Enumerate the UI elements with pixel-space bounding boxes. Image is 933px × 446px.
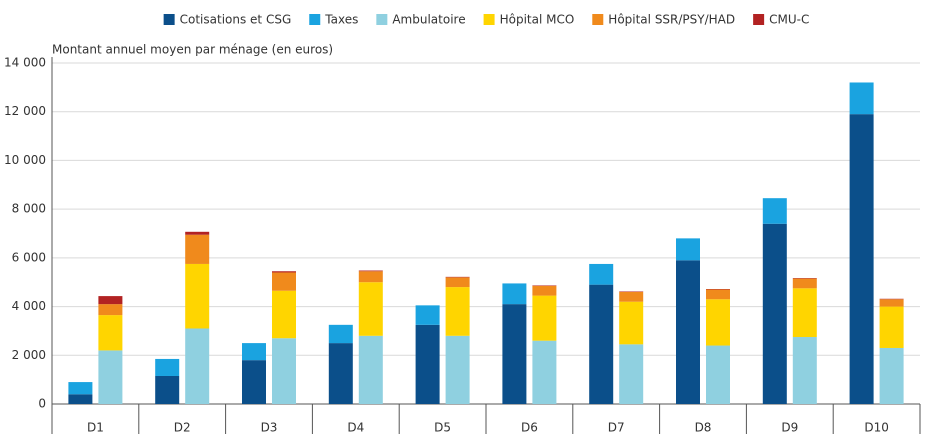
bar-segment — [272, 338, 296, 404]
bar-segment — [358, 335, 383, 404]
bar-segment — [676, 238, 700, 261]
bar-segment — [502, 283, 527, 305]
bar-segment — [502, 304, 527, 404]
bar-segment — [272, 272, 296, 291]
x-tick-label: D7 — [608, 421, 625, 435]
legend-swatch — [163, 14, 175, 25]
y-tick-label: 14 000 — [4, 56, 46, 70]
y-tick-label: 8 000 — [12, 202, 46, 216]
bar-segment — [155, 358, 180, 376]
x-tick-label: D5 — [434, 421, 451, 435]
legend-label: Hôpital SSR/PSY/HAD — [608, 13, 735, 27]
x-tick-label: D4 — [347, 421, 364, 435]
legend-swatch — [753, 14, 765, 25]
legend-label: Taxes — [324, 13, 358, 27]
bar-segment — [589, 263, 614, 285]
bar-segment — [532, 340, 557, 404]
bar-segment — [792, 337, 817, 404]
bar-segment — [242, 360, 266, 404]
bar-segment — [185, 234, 210, 264]
legend-swatch — [483, 14, 495, 25]
bar-segment — [272, 271, 296, 273]
bar-segment — [358, 271, 383, 283]
bar-segment — [792, 288, 817, 338]
y-tick-label: 12 000 — [4, 104, 46, 118]
y-tick-label: 2 000 — [12, 348, 46, 362]
x-tick-label: D8 — [695, 421, 712, 435]
bar-segment — [762, 223, 787, 404]
bar-segment — [445, 287, 470, 336]
y-axis-label: Montant annuel moyen par ménage (en euro… — [52, 43, 333, 57]
x-tick-label: D1 — [87, 421, 104, 435]
bar-segment — [328, 324, 353, 344]
legend-label: Hôpital MCO — [500, 13, 575, 27]
bar-segment — [328, 343, 353, 404]
x-tick-label: D9 — [781, 421, 798, 435]
bar-segment — [272, 290, 296, 339]
bar-segment — [706, 345, 730, 404]
x-tick-label: D10 — [864, 421, 889, 435]
x-tick-label: D3 — [261, 421, 278, 435]
bar-segment — [619, 344, 644, 404]
bar-segment — [879, 306, 904, 348]
bar-segment — [532, 295, 557, 341]
bar-segment — [415, 324, 440, 404]
legend-swatch — [376, 14, 388, 25]
bar-segment — [98, 304, 123, 316]
bar-segment — [879, 299, 904, 307]
y-tick-label: 0 — [38, 397, 46, 411]
bar-segment — [358, 270, 383, 272]
bar-segment — [706, 299, 730, 346]
bar-segment — [98, 350, 123, 404]
bar-segment — [849, 82, 874, 115]
bar-segment — [155, 375, 180, 404]
bar-segment — [792, 278, 817, 289]
bar-segment — [68, 394, 93, 404]
legend-label: Cotisations et CSG — [180, 13, 292, 27]
y-tick-label: 6 000 — [12, 250, 46, 264]
bar-segment — [185, 328, 210, 404]
bar-segment — [445, 277, 470, 288]
legend-swatch — [592, 14, 604, 25]
bar-segment — [619, 301, 644, 345]
y-tick-label: 4 000 — [12, 299, 46, 313]
bar-segment — [762, 198, 787, 224]
bar-segment — [532, 285, 557, 296]
bar-segment — [98, 296, 123, 305]
bar-segment — [619, 291, 644, 302]
bar-segment — [706, 289, 730, 300]
bar-segment — [849, 114, 874, 405]
x-tick-label: D2 — [174, 421, 191, 435]
bar-segment — [242, 343, 266, 361]
bar-segment — [589, 284, 614, 404]
bar-segment — [676, 260, 700, 404]
legend-label: CMU-C — [769, 13, 809, 27]
bar-segment — [185, 231, 210, 235]
bar-segment — [879, 347, 904, 404]
bar-segment — [445, 335, 470, 404]
bar-segment — [98, 315, 123, 351]
y-tick-label: 10 000 — [4, 153, 46, 167]
x-tick-label: D6 — [521, 421, 538, 435]
bar-segment — [415, 305, 440, 325]
legend: Cotisations et CSG Taxes Ambulatoire Hôpita… — [163, 13, 809, 27]
legend-swatch — [309, 14, 321, 25]
bar-segment — [358, 282, 383, 336]
bar-segment — [68, 382, 93, 395]
legend-label: Ambulatoire — [392, 13, 465, 27]
bar-segment — [185, 263, 210, 329]
